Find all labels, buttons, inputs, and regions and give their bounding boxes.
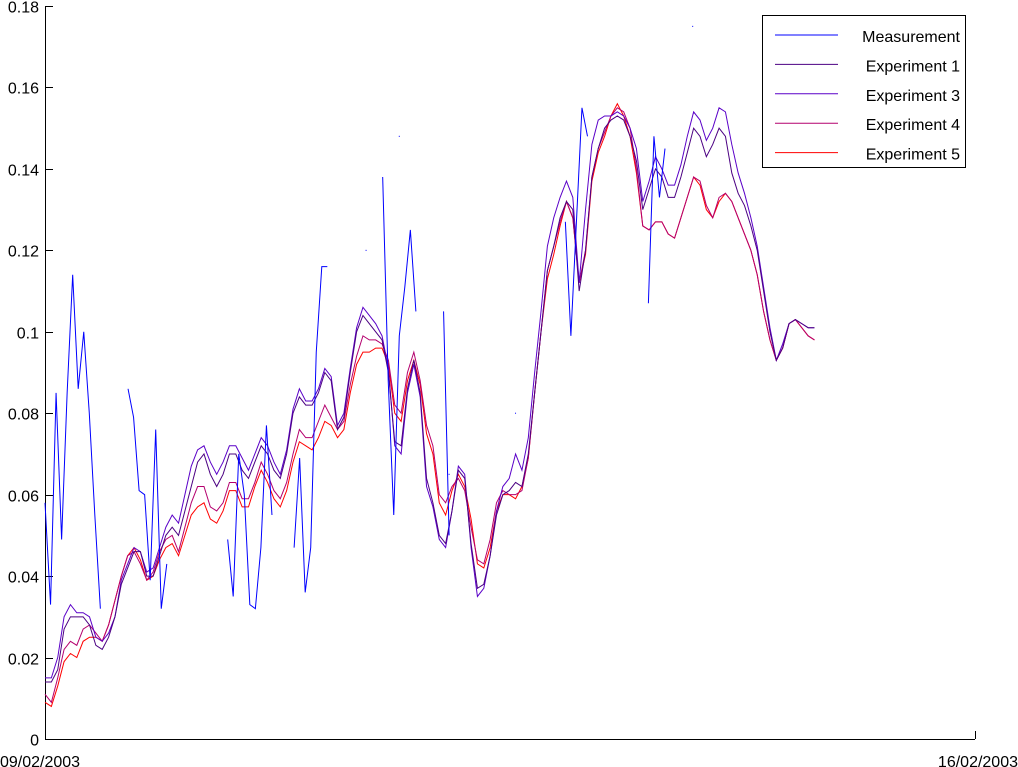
- series-line-measurement: [44, 107, 666, 610]
- legend-label-experiment-3: Experiment 3: [866, 88, 960, 105]
- series-line-experiment-1: [45, 115, 815, 683]
- legend-box: [762, 15, 966, 168]
- series-line-experiment-4: [44, 107, 815, 704]
- legend-label-experiment-5: Experiment 5: [866, 147, 960, 164]
- legend-label-experiment-1: Experiment 1: [866, 58, 960, 75]
- series-line-experiment-3: [45, 107, 815, 679]
- legend-label-experiment-4: Experiment 4: [866, 117, 960, 134]
- y-tick-label: 0.1: [17, 326, 39, 343]
- x-tick-label: 16/02/2003: [938, 754, 1018, 767]
- legend: Measurement Experiment 1 Experiment 3 Exper…: [762, 15, 966, 168]
- y-tick-label: 0.08: [8, 407, 39, 424]
- y-tick-label: 0.06: [8, 489, 39, 506]
- measurement-point: [515, 412, 517, 414]
- measurement-point: [398, 135, 400, 137]
- y-tick-label: 0.12: [8, 244, 39, 261]
- series-layer: [44, 25, 815, 708]
- measurement-point: [365, 249, 367, 251]
- series-line-experiment-5: [44, 102, 815, 708]
- y-tick-label: 0.16: [8, 81, 39, 98]
- legend-label-measurement: Measurement: [862, 29, 960, 46]
- y-tick-label: 0: [30, 733, 39, 750]
- y-tick-label: 0.02: [8, 652, 39, 669]
- y-tick-label: 0.04: [8, 570, 39, 587]
- measurement-point: [448, 473, 450, 475]
- y-tick-label: 0.18: [8, 0, 39, 17]
- x-tick-label: 09/02/2003: [0, 754, 80, 767]
- y-tick-label: 0.14: [8, 163, 39, 180]
- measurement-point: [692, 25, 694, 27]
